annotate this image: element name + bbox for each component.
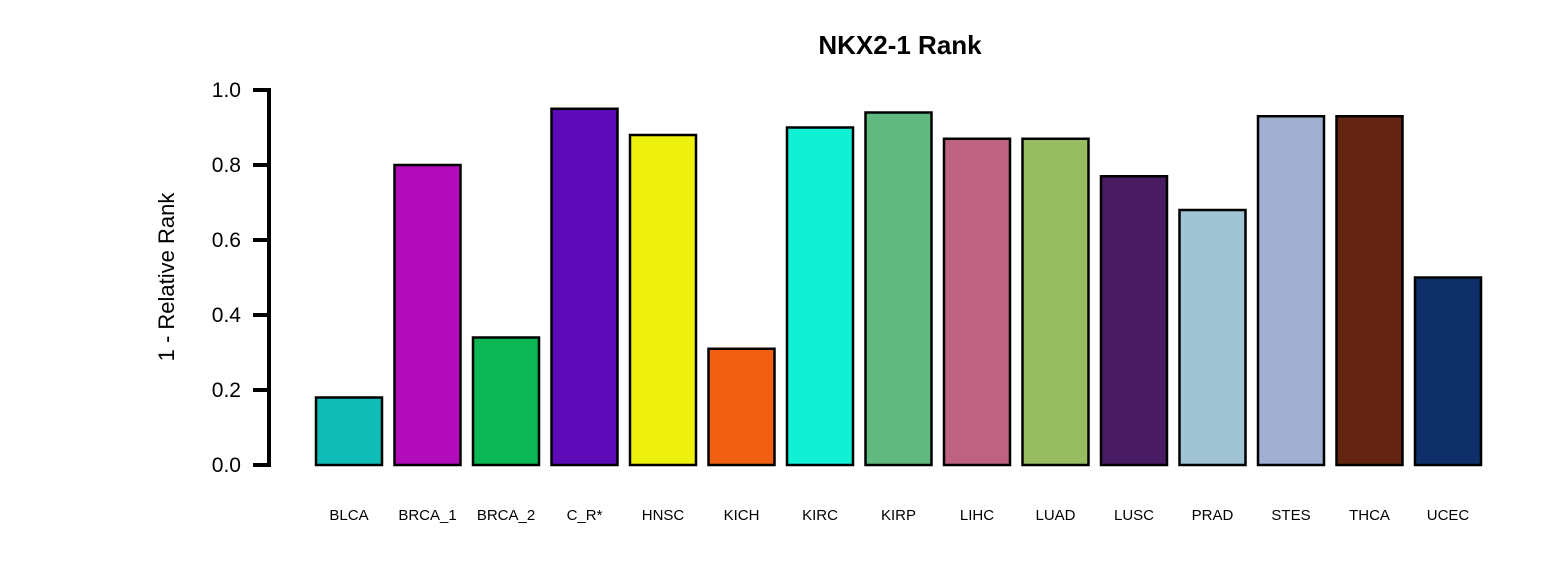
bar-thca <box>1335 115 1404 467</box>
bar-blca <box>314 396 384 467</box>
x-tick-label: LUSC <box>1114 507 1154 524</box>
bar-kich <box>707 347 776 467</box>
bar-brca-2 <box>471 336 541 467</box>
bar-ucec <box>1413 276 1483 467</box>
y-axis: 0.0 0.2 0.4 0.6 0.8 1.0 <box>212 79 271 477</box>
x-tick-label: BRCA_1 <box>398 507 456 524</box>
x-tick-label: LIHC <box>960 507 994 524</box>
y-tick-label: 0.6 <box>212 229 241 252</box>
x-tick-label: THCA <box>1349 507 1390 524</box>
bar-kirp <box>864 111 933 467</box>
bar-kirc <box>785 126 855 467</box>
x-tick-label: KICH <box>724 507 760 524</box>
bar-lusc <box>1099 175 1169 467</box>
y-tick-label: 1.0 <box>212 79 241 102</box>
bar-brca-1 <box>393 163 462 467</box>
x-tick-label: HNSC <box>642 507 685 524</box>
y-tick-label: 0.4 <box>212 304 242 327</box>
bar-luad <box>1021 137 1090 467</box>
x-tick-labels: BLCA BRCA_1 BRCA_2 C_R* HNSC KICH KIRC KIRP LIHC… <box>329 507 1469 524</box>
x-tick-label: BLCA <box>329 507 368 524</box>
y-tick-label: 0.2 <box>212 379 241 402</box>
bar-c-r <box>550 107 619 467</box>
x-tick-label: UCEC <box>1427 507 1470 524</box>
y-tick-label: 0.0 <box>212 454 241 477</box>
y-axis-label: 1 - Relative Rank <box>154 192 179 362</box>
x-tick-label: STES <box>1271 507 1310 524</box>
bar-prad <box>1178 208 1247 467</box>
bar-stes <box>1256 115 1326 467</box>
chart-title: NKX2-1 Rank <box>818 30 982 60</box>
bar-hnsc <box>628 133 698 467</box>
x-tick-label: C_R* <box>567 507 603 524</box>
x-tick-label: KIRC <box>802 507 838 524</box>
x-tick-label: PRAD <box>1192 507 1234 524</box>
x-tick-label: KIRP <box>881 507 916 524</box>
bars-group <box>314 107 1483 467</box>
x-tick-label: BRCA_2 <box>477 507 535 524</box>
y-tick-label: 0.8 <box>212 154 241 177</box>
bar-lihc <box>942 137 1012 467</box>
x-tick-label: LUAD <box>1035 507 1075 524</box>
